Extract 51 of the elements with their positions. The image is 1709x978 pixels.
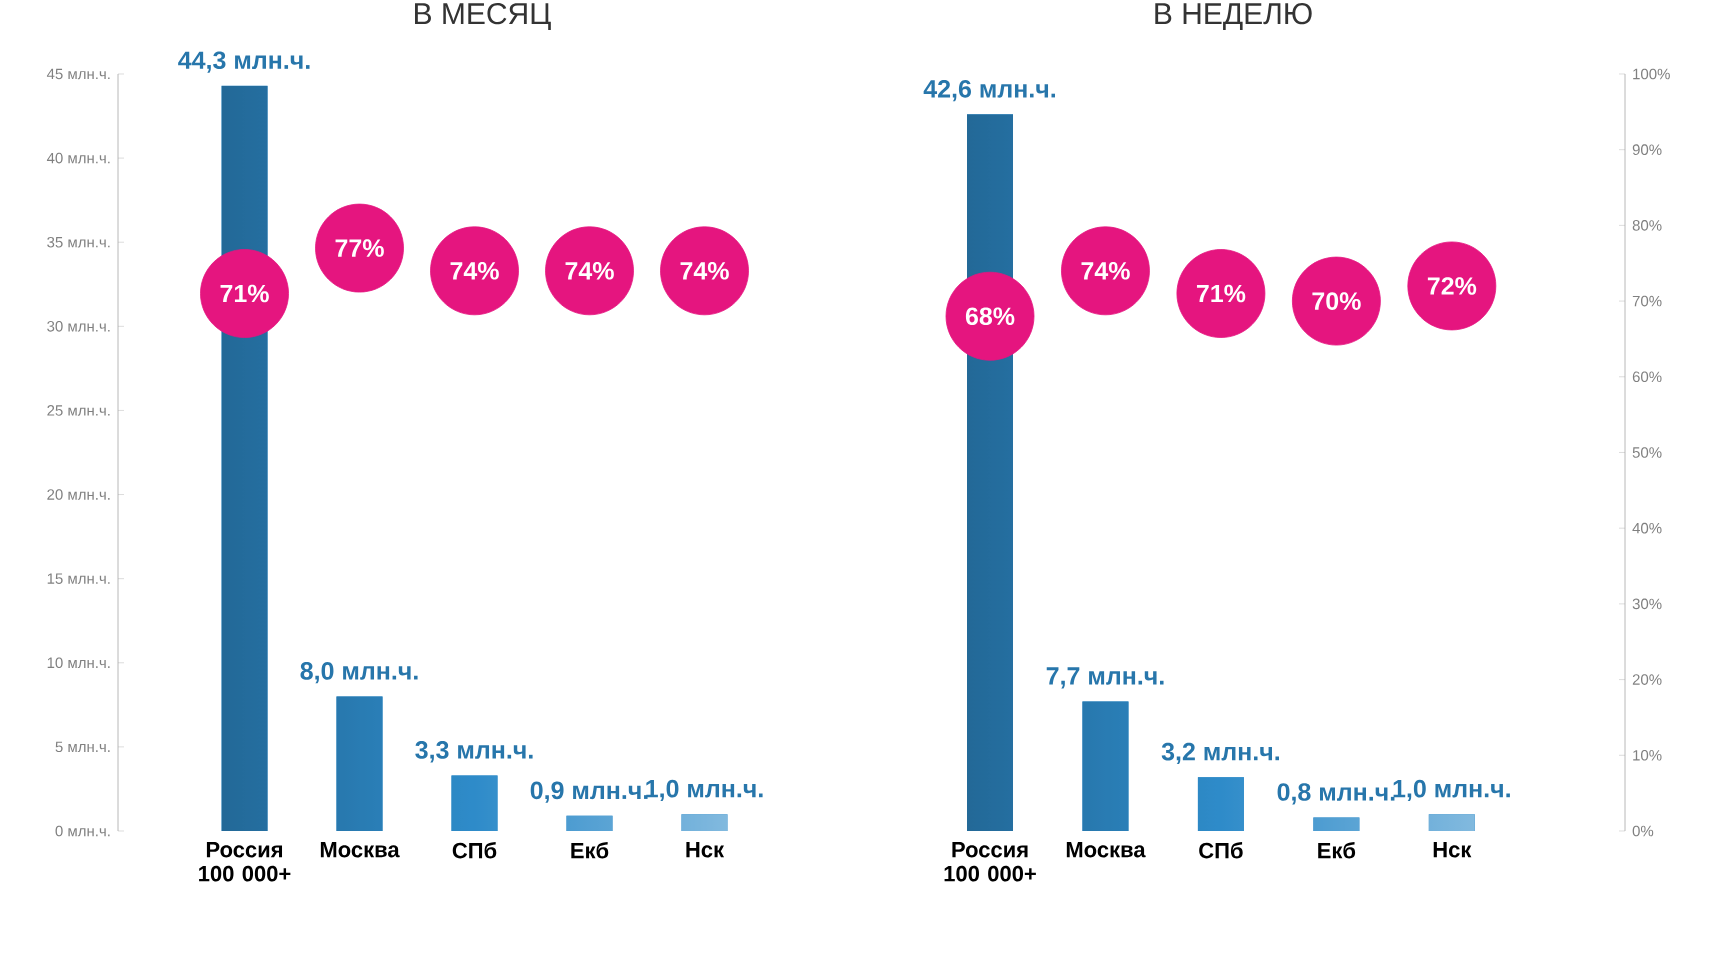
data-label: 68%	[965, 307, 1015, 326]
chart-title: В НЕДЕЛЮ	[1155, 3, 1312, 30]
y2-tick-label: 10%	[1633, 749, 1662, 761]
y2-tick-label: 40%	[1632, 522, 1662, 534]
data-label: 70%	[1312, 292, 1361, 310]
x-tick-label: Россия 100 000+	[199, 842, 291, 882]
data-label: 8,0 млн.ч.	[300, 662, 418, 684]
y-tick-label: 0 млн.ч.	[55, 825, 110, 837]
y-tick-label: 15 млн.ч.	[47, 573, 110, 584]
y2-tick-label: 20%	[1632, 674, 1662, 685]
data-label: 3,2 млн.ч.	[1161, 742, 1279, 765]
data-label: 71%	[1196, 284, 1246, 303]
y2-tick-label: 50%	[1632, 447, 1662, 458]
data-label: 74%	[680, 261, 729, 280]
x-tick-label: Екб	[571, 842, 609, 859]
x-tick-label: Нск	[1433, 842, 1472, 858]
y-tick-label: 10 млн.ч.	[47, 657, 110, 669]
x-tick-label: Екб	[1318, 842, 1356, 859]
data-label: 1,0 млн.ч.	[646, 779, 763, 802]
data-label: 74%	[565, 261, 614, 280]
y-tick-label: 20 млн.ч.	[47, 489, 110, 500]
data-label: 72%	[1427, 277, 1477, 295]
data-label: 74%	[450, 261, 499, 280]
y-tick-label: 45 млн.ч.	[46, 68, 110, 80]
data-label: 44,3 млн.ч.	[178, 51, 310, 73]
y2-tick-label: 90%	[1632, 144, 1662, 155]
x-tick-label: Россия 100 000+	[944, 842, 1036, 882]
data-label: 71%	[220, 284, 269, 303]
data-label: 3,3 млн.ч.	[415, 741, 533, 763]
chart-title: В МЕСЯЦ	[415, 3, 551, 30]
y-tick-label: 25 млн.ч.	[47, 405, 110, 416]
data-label: 7,7 млн.ч.	[1046, 667, 1164, 689]
x-tick-label: СПб	[1199, 842, 1243, 859]
data-label: 1,0 млн.ч.	[1393, 779, 1510, 802]
y2-tick-label: 60%	[1632, 371, 1662, 383]
y-tick-label: 40 млн.ч.	[46, 152, 110, 164]
data-label: 77%	[335, 239, 384, 257]
data-label: 42,6 млн.ч.	[923, 79, 1056, 102]
y2-tick-label: 0%	[1632, 825, 1654, 837]
y2-tick-label: 30%	[1632, 598, 1662, 610]
y-tick-label: 35 млн.ч.	[47, 236, 110, 248]
x-tick-label: Москва	[320, 842, 400, 858]
x-tick-label: Нск	[686, 842, 725, 858]
y2-tick-label: 80%	[1632, 220, 1662, 231]
y-tick-label: 5 млн.ч.	[55, 741, 110, 753]
data-label: 74%	[1081, 261, 1130, 280]
y-tick-label: 30 млн.ч.	[47, 321, 110, 332]
x-tick-label: Москва	[1066, 842, 1146, 858]
y2-tick-label: 70%	[1632, 295, 1662, 307]
x-tick-label: СПб	[452, 842, 497, 859]
y2-tick-label: 100%	[1633, 68, 1670, 80]
